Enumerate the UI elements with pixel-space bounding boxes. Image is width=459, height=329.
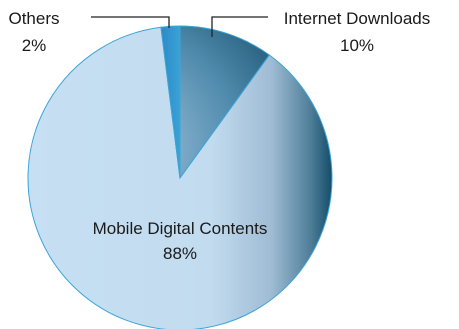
slice-internet-downloads <box>179 25 271 180</box>
others-leader-line <box>91 16 170 28</box>
downloads-percent: 10% <box>340 36 374 55</box>
slice-others <box>160 25 181 179</box>
mobile-label: Mobile Digital Contents <box>93 219 268 238</box>
others-percent: 2% <box>22 36 47 55</box>
others-label: Others <box>8 9 59 28</box>
downloads-leader-line <box>211 16 268 37</box>
slice-mobile-digital-contents <box>27 26 333 329</box>
downloads-label: Internet Downloads <box>284 9 430 28</box>
mobile-percent: 88% <box>163 244 197 263</box>
